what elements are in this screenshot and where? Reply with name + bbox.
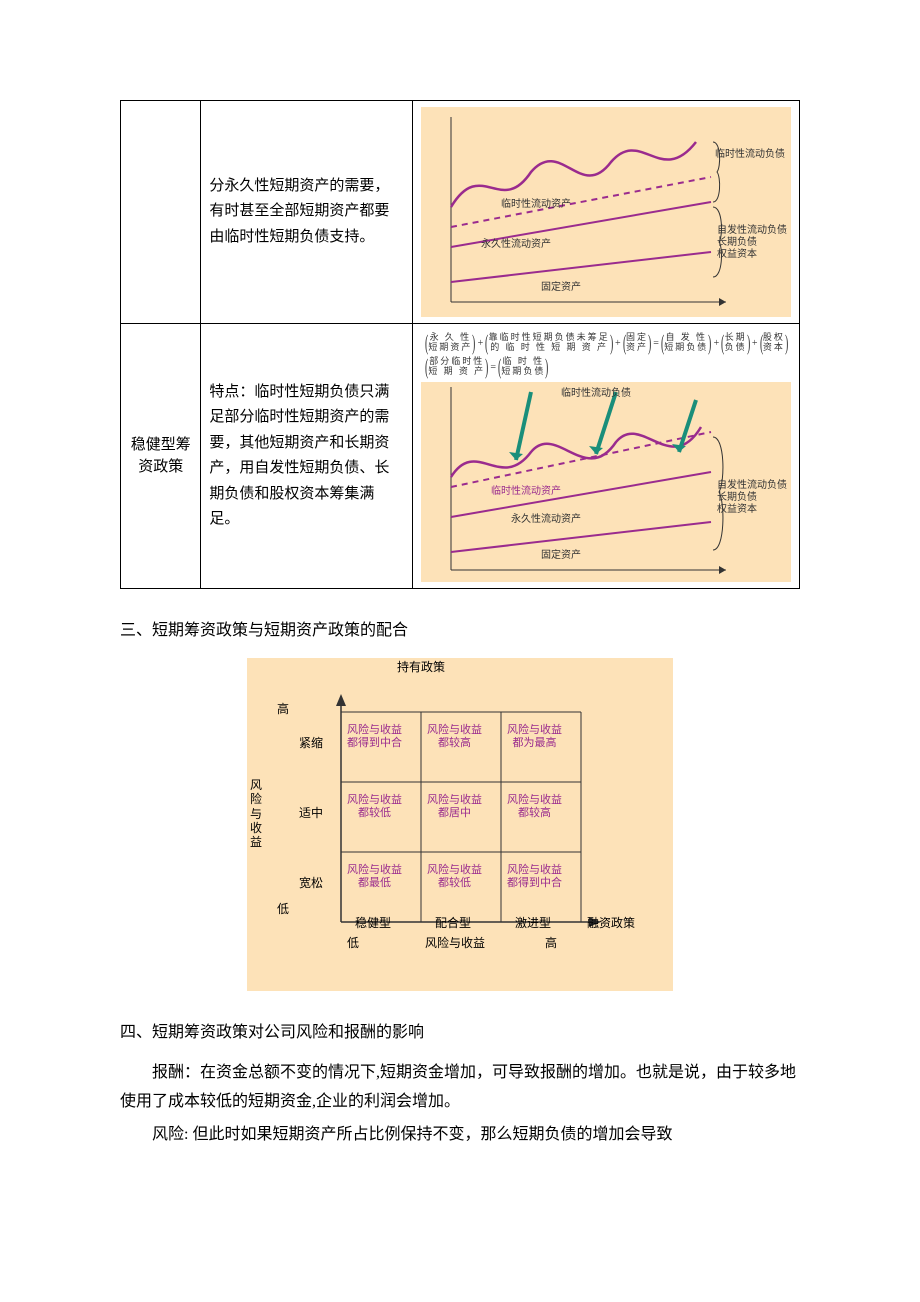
r2-right1: 自发性流动负债 [717, 480, 787, 491]
collab-1: 配合型 [435, 916, 471, 930]
sec4-p1: 报酬：在资金总额不变的情况下,短期资金增加，可导致报酬的增加。也就是说，由于较多… [120, 1059, 800, 1117]
y-low: 低 [277, 902, 289, 916]
matrix-left: 风险与收益 [249, 778, 263, 850]
label-temp-asset: 临时性流动资产 [501, 199, 571, 211]
label2-temp-asset: 临时性流动资产 [491, 486, 561, 498]
x-low: 低 [347, 936, 359, 950]
sec4-p2: 风险: 但此时如果短期资产所占比例保持不变，那么短期负债的增加会导致 [120, 1121, 800, 1150]
cell-1-2: 风险与收益 都较高 [507, 794, 562, 820]
policy-table: 分永久性短期资产的需要，有时甚至全部短期资产都要由临时性短期负债支持。 [120, 100, 800, 589]
cell-0-2: 风险与收益 都为最高 [507, 724, 562, 750]
rowlab-2: 宽松 [299, 876, 323, 890]
row2-chart-cell: (永 久 性短期资产) + (靠临时性短期负债未筹足的 临 时 性 短 期 资 … [413, 324, 800, 589]
x-axis-label: 风险与收益 [425, 936, 485, 950]
matrix-wrap: 持有政策 风险与收益 高 低 紧缩 适中 宽松 稳健型 配合型 激进型 低 高 … [120, 658, 800, 991]
collab-2: 激进型 [515, 916, 551, 930]
label-perm-asset: 永久性流动资产 [481, 239, 551, 251]
cell-0-0: 风险与收益 都得到中合 [347, 724, 402, 750]
cell-0-1: 风险与收益 都较高 [427, 724, 482, 750]
right3: 权益资本 [717, 249, 757, 260]
row2-desc: 特点：临时性短期负债只满足部分临时性短期资产的需要，其他短期资产和长期资产，用自… [201, 324, 413, 589]
table-row: 稳健型筹资政策 特点：临时性短期负债只满足部分临时性短期资产的需要，其他短期资产… [121, 324, 800, 589]
cell-2-1: 风险与收益 都较低 [427, 864, 482, 890]
chart-1: 临时性流动负债 临时性流动资产 永久性流动资产 固定资产 自发性流动负债 长期负… [421, 107, 791, 317]
formula-line-1: (永 久 性短期资产) + (靠临时性短期负债未筹足的 临 时 性 短 期 资 … [425, 332, 791, 354]
right2: 长期负债 [717, 237, 757, 248]
label-fixed: 固定资产 [541, 282, 581, 294]
row1-desc: 分永久性短期资产的需要，有时甚至全部短期资产都要由临时性短期负债支持。 [201, 101, 413, 324]
row2-label: 稳健型筹资政策 [121, 324, 201, 589]
chart-2: 临时性流动负债 临时性流动资产 永久性流动资产 固定资产 自发性流动负债 长期负… [421, 382, 791, 582]
matrix-top: 持有政策 [397, 660, 445, 674]
rowlab-0: 紧缩 [299, 736, 323, 750]
collab-0: 稳健型 [355, 916, 391, 930]
label2-fixed: 固定资产 [541, 550, 581, 562]
cell-1-1: 风险与收益 都居中 [427, 794, 482, 820]
x-high: 高 [545, 936, 557, 950]
page: 分永久性短期资产的需要，有时甚至全部短期资产都要由临时性短期负债支持。 [0, 0, 920, 1214]
label2-temp-liab: 临时性流动负债 [561, 388, 631, 400]
table-row: 分永久性短期资产的需要，有时甚至全部短期资产都要由临时性短期负债支持。 [121, 101, 800, 324]
rowlab-1: 适中 [299, 806, 323, 820]
label-temp-liab: 临时性流动负债 [715, 149, 785, 161]
label2-perm-asset: 永久性流动资产 [511, 514, 581, 526]
right-axis-label: 融资政策 [587, 916, 635, 930]
label2-right-block: 自发性流动负债 长期负债 权益资本 [717, 480, 787, 516]
cell-2-2: 风险与收益 都得到中合 [507, 864, 562, 890]
r2-right3: 权益资本 [717, 504, 757, 515]
formula-line-2: (部分临时性短 期 资 产) = (临 时 性短期负债) [425, 356, 791, 378]
r2-right2: 长期负债 [717, 492, 757, 503]
right1: 自发性流动负债 [717, 225, 787, 236]
y-high: 高 [277, 702, 289, 716]
cell-2-0: 风险与收益 都最低 [347, 864, 402, 890]
section-4-title: 四、短期筹资政策对公司风险和报酬的影响 [120, 1019, 800, 1048]
cell-1-0: 风险与收益 都较低 [347, 794, 402, 820]
row1-label [121, 101, 201, 324]
matrix-chart: 持有政策 风险与收益 高 低 紧缩 适中 宽松 稳健型 配合型 激进型 低 高 … [247, 658, 673, 991]
label-right-block: 自发性流动负债 长期负债 权益资本 [717, 225, 787, 261]
row1-chart-cell: 临时性流动负债 临时性流动资产 永久性流动资产 固定资产 自发性流动负债 长期负… [413, 101, 800, 324]
section-3-title: 三、短期筹资政策与短期资产政策的配合 [120, 617, 800, 646]
